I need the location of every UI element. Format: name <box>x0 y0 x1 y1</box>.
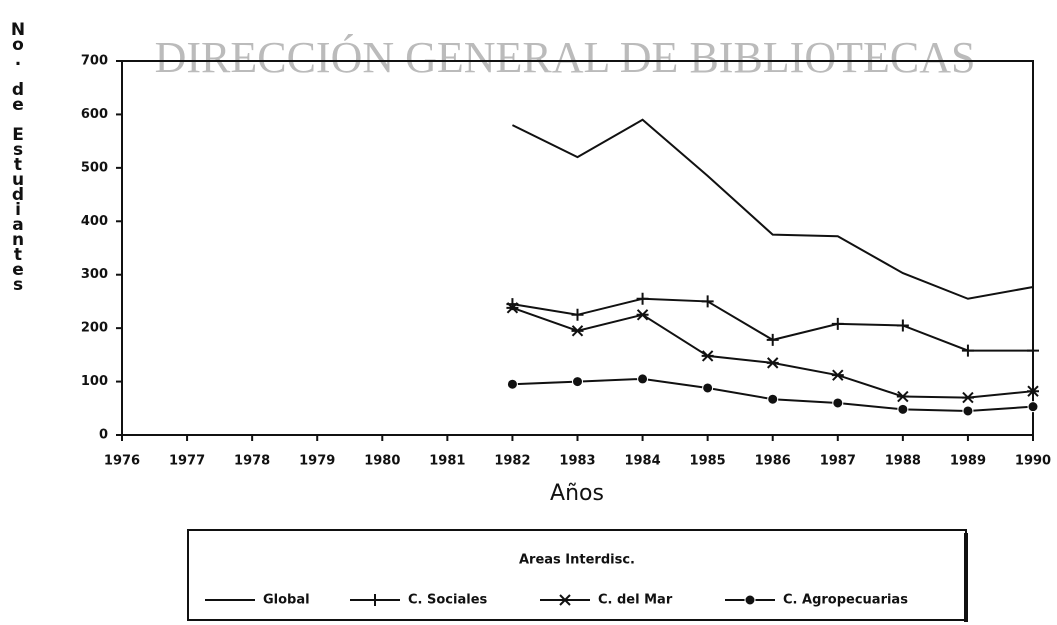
x-tick-label: 1983 <box>559 454 595 469</box>
x-tick-label: 1978 <box>234 454 270 469</box>
marker <box>1027 401 1039 413</box>
marker <box>831 369 844 381</box>
marker <box>702 382 714 394</box>
marker <box>896 319 909 332</box>
series-line <box>512 306 1034 399</box>
marker <box>961 344 974 357</box>
x-tick-label: 1985 <box>690 454 726 469</box>
marker <box>636 309 649 321</box>
y-tick-label: 200 <box>81 321 108 336</box>
watermark: DIRECCIÓN GENERAL DE BIBLIOTECAS <box>155 33 976 82</box>
y-tick-label: 100 <box>81 374 108 389</box>
marker <box>506 378 518 390</box>
y-tick-label: 0 <box>99 428 108 443</box>
marker <box>571 308 584 321</box>
marker <box>636 292 649 305</box>
x-tick-label: 1980 <box>364 454 400 469</box>
marker <box>369 594 381 606</box>
x-tick-label: 1977 <box>169 454 205 469</box>
x-tick-label: 1984 <box>624 454 660 469</box>
y-tick-label: 600 <box>81 107 108 122</box>
legend-label: C. Sociales <box>408 593 488 608</box>
x-tick-label: 1982 <box>494 454 530 469</box>
legend-label: Global <box>263 593 310 608</box>
x-axis-label: Años <box>550 481 604 506</box>
x-tick-label: 1988 <box>885 454 921 469</box>
y-tick-label: 400 <box>81 214 108 229</box>
marker <box>637 373 649 385</box>
marker <box>1027 344 1039 357</box>
x-tick-label: 1976 <box>104 454 140 469</box>
legend-label: C. del Mar <box>598 593 673 608</box>
marker <box>766 333 779 346</box>
legend-label: C. Agropecuarias <box>783 593 908 608</box>
y-tick-label: 700 <box>81 54 108 69</box>
marker <box>766 357 779 369</box>
x-tick-label: 1981 <box>429 454 465 469</box>
x-tick-label: 1987 <box>820 454 856 469</box>
marker <box>559 594 571 606</box>
marker <box>506 302 519 314</box>
marker <box>701 295 714 308</box>
y-tick-label: 500 <box>81 160 108 175</box>
series-line <box>511 118 1034 300</box>
marker <box>962 405 974 417</box>
marker <box>897 403 909 415</box>
marker <box>961 391 974 404</box>
x-tick-label: 1986 <box>755 454 791 469</box>
marker <box>701 350 714 362</box>
marker <box>832 397 844 409</box>
x-tick-label: 1990 <box>1015 454 1051 469</box>
marker <box>831 317 844 330</box>
x-tick-label: 1979 <box>299 454 335 469</box>
marker <box>767 393 779 405</box>
marker <box>896 390 909 403</box>
x-tick-label: 1989 <box>950 454 986 469</box>
marker <box>571 325 584 337</box>
legend-title: Areas Interdisc. <box>519 553 635 568</box>
marker <box>572 376 583 388</box>
marker <box>744 594 756 606</box>
y-tick-label: 300 <box>81 267 108 282</box>
marker <box>1027 385 1039 397</box>
y-axis-label: No. de Estudiantes <box>8 20 28 290</box>
